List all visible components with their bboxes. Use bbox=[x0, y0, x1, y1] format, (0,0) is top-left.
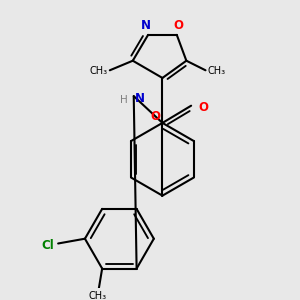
Text: Cl: Cl bbox=[42, 239, 54, 252]
Text: N: N bbox=[141, 19, 151, 32]
Text: CH₃: CH₃ bbox=[207, 66, 226, 76]
Text: H: H bbox=[120, 95, 128, 105]
Text: CH₃: CH₃ bbox=[90, 66, 108, 76]
Text: CH₃: CH₃ bbox=[88, 291, 106, 300]
Text: N: N bbox=[135, 92, 145, 104]
Text: O: O bbox=[199, 101, 209, 114]
Text: O: O bbox=[174, 19, 184, 32]
Text: O: O bbox=[151, 110, 160, 123]
